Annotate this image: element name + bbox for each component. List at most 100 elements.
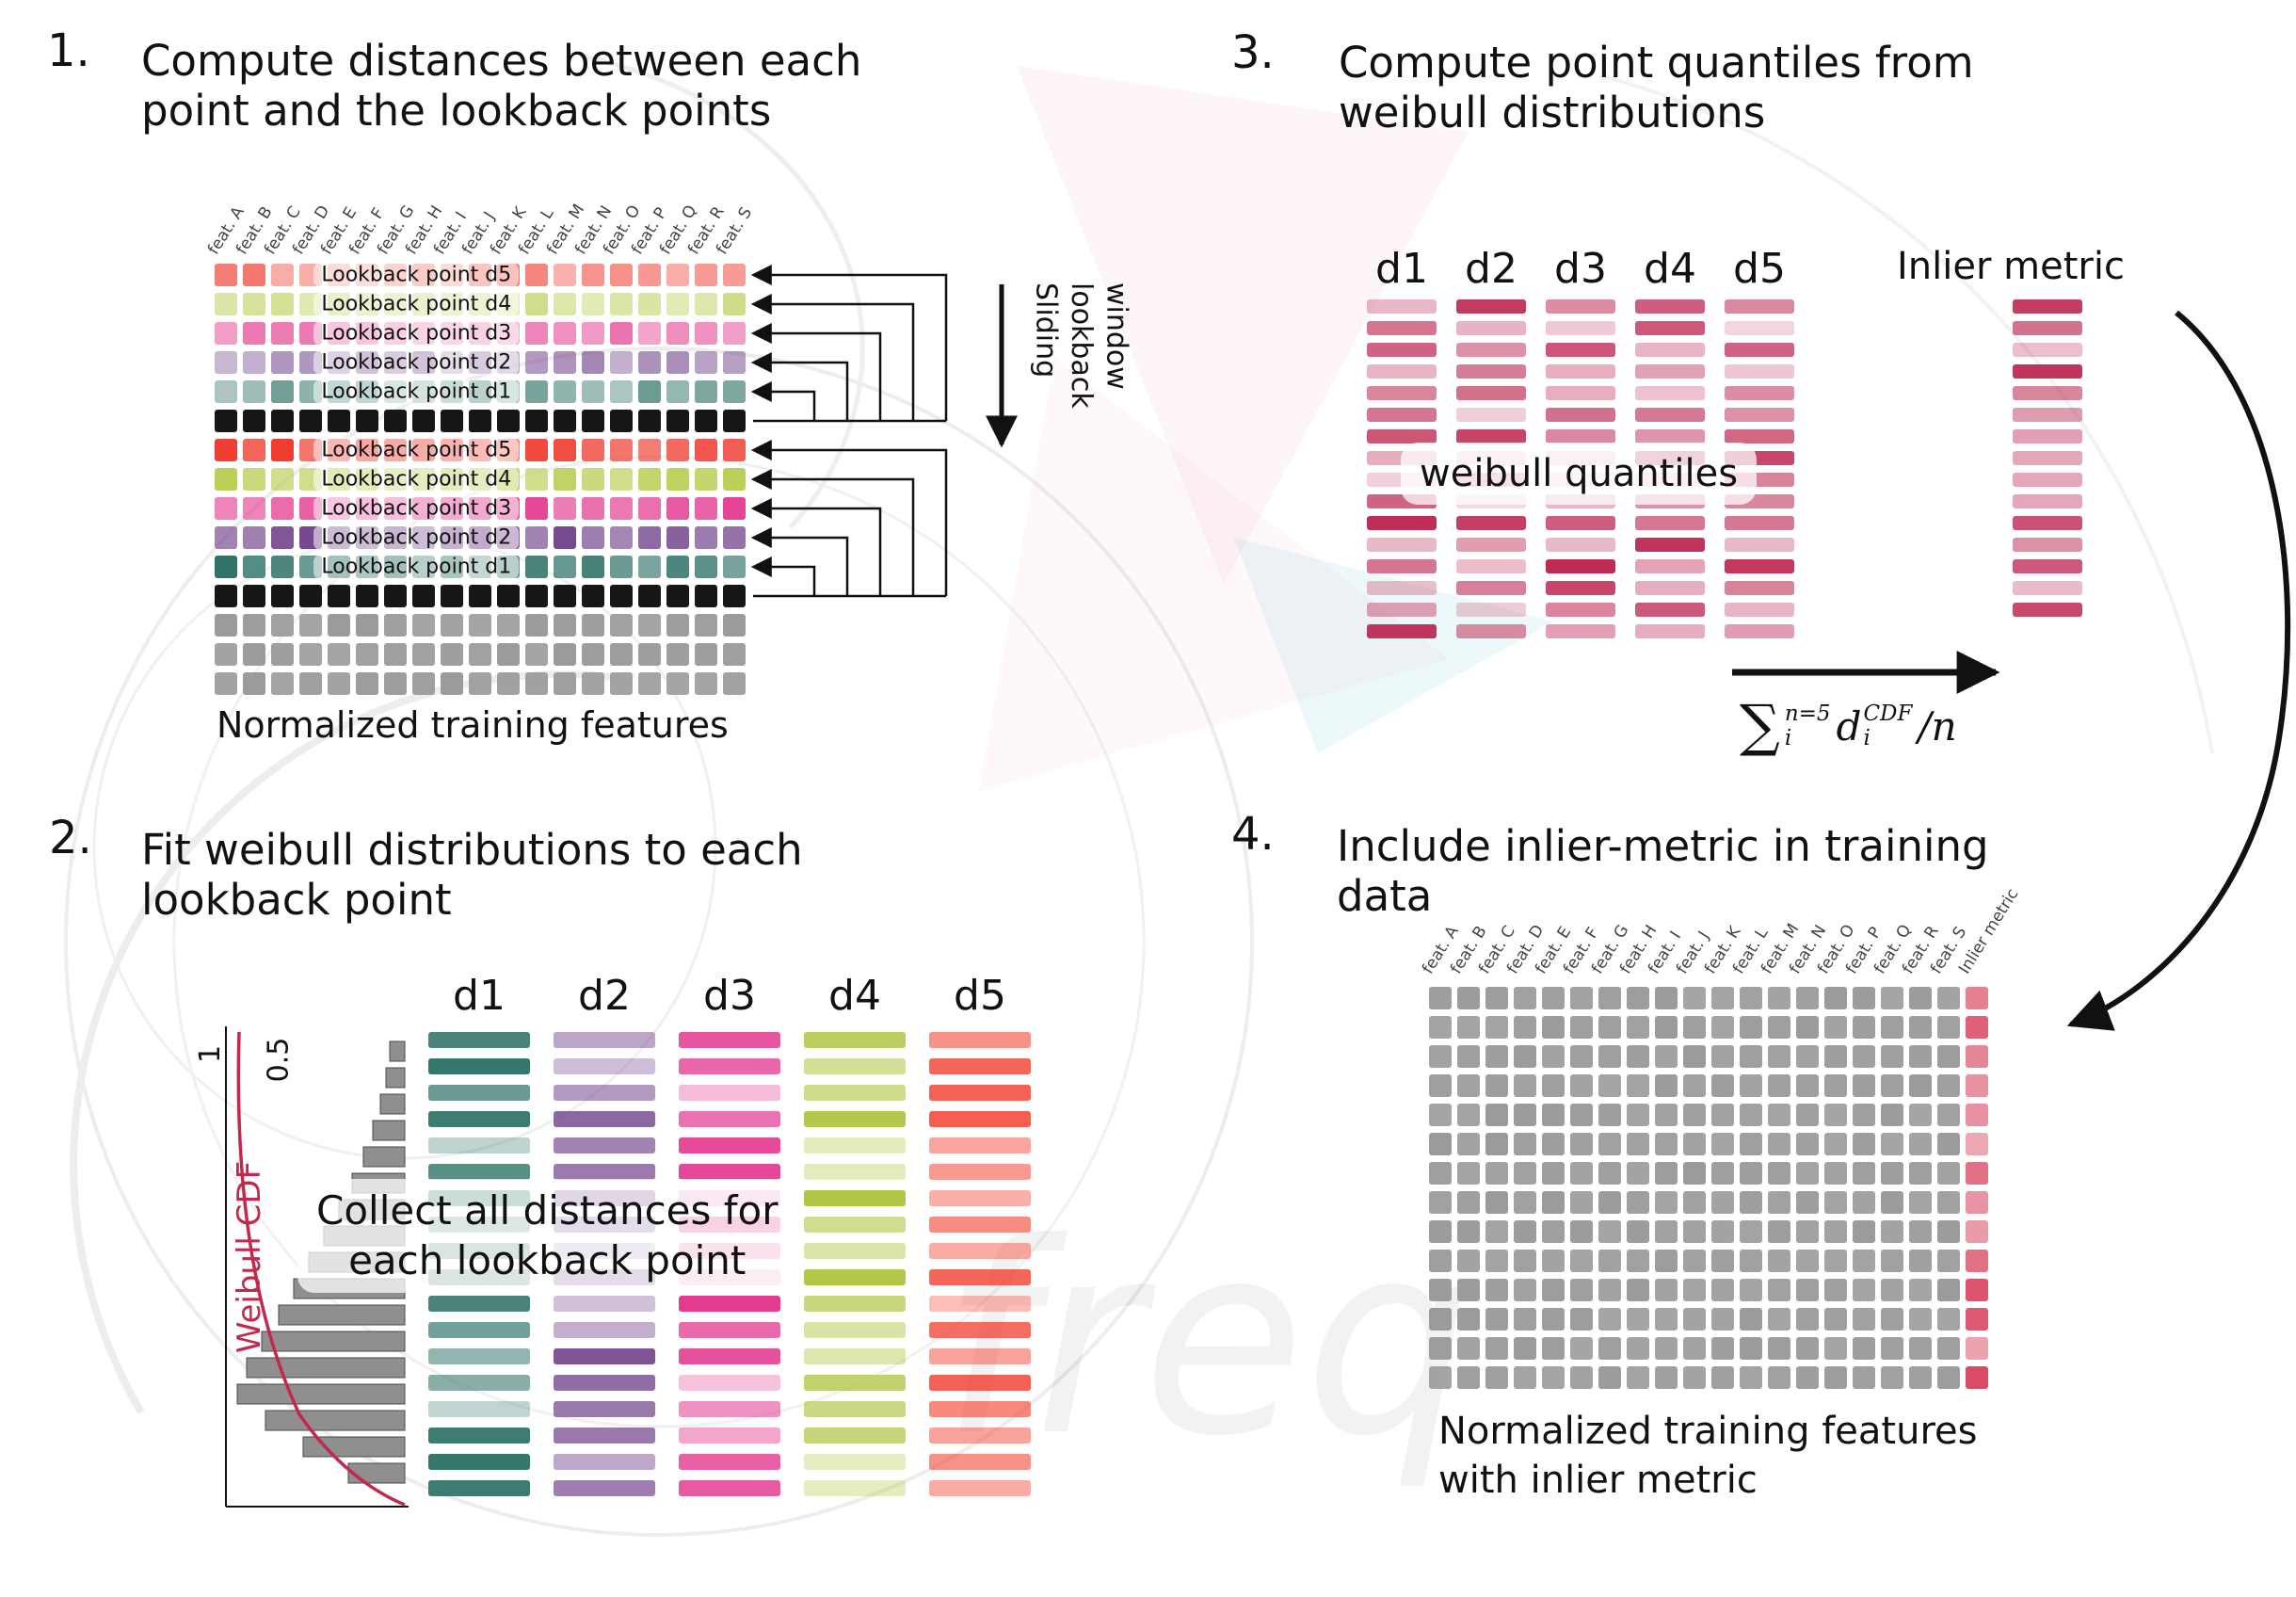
matrix-cell bbox=[1768, 1279, 1790, 1301]
step-1-title: Compute distances between each point and… bbox=[141, 36, 861, 136]
matrix-cell bbox=[1429, 1220, 1452, 1243]
step-3-title: Compute point quantiles from weibull dis… bbox=[1339, 38, 1974, 137]
matrix-cell bbox=[1542, 1191, 1565, 1214]
matrix-cell bbox=[215, 497, 237, 520]
matrix-cell bbox=[1598, 1337, 1621, 1360]
matrix-cell bbox=[610, 497, 633, 520]
matrix-cell bbox=[1937, 1045, 1960, 1068]
matrix-cell bbox=[1514, 1308, 1536, 1331]
step-4-title: Include inlier-metric in training data bbox=[1337, 821, 1989, 921]
matrix-cell bbox=[1966, 1162, 1988, 1185]
matrix-cell bbox=[525, 351, 548, 374]
matrix-cell bbox=[723, 293, 746, 315]
matrix-cell bbox=[1909, 1250, 1932, 1272]
matrix-cell bbox=[1966, 1191, 1988, 1214]
cdf-tick-05: 0.5 bbox=[262, 1037, 296, 1083]
matrix-cell bbox=[1909, 1191, 1932, 1214]
distance-bar bbox=[804, 1348, 906, 1364]
matrix-cell bbox=[666, 614, 689, 637]
matrix-cell bbox=[1966, 1250, 1988, 1272]
distance-bar bbox=[2013, 299, 2082, 314]
matrix-cell bbox=[582, 643, 604, 666]
histogram-bar bbox=[246, 1357, 406, 1379]
matrix-cell bbox=[1768, 1074, 1790, 1097]
matrix-cell bbox=[1853, 1220, 1875, 1243]
matrix-cell bbox=[1796, 1104, 1819, 1126]
matrix-cell bbox=[215, 264, 237, 286]
distance-column-label: d5 bbox=[954, 972, 1006, 1020]
matrix-cell bbox=[582, 585, 604, 607]
matrix-cell bbox=[554, 322, 576, 345]
matrix-cell bbox=[1683, 1191, 1706, 1214]
matrix-cell bbox=[441, 410, 463, 432]
matrix-cell bbox=[1937, 1366, 1960, 1389]
matrix-cell bbox=[1966, 1045, 1988, 1068]
matrix-cell bbox=[1824, 1104, 1847, 1126]
matrix-cell bbox=[1909, 1337, 1932, 1360]
distance-bar bbox=[1546, 343, 1615, 357]
matrix-cell bbox=[1570, 1366, 1593, 1389]
matrix-cell bbox=[1485, 1133, 1508, 1155]
matrix-cell bbox=[1966, 1337, 1988, 1360]
distance-bar bbox=[929, 1322, 1031, 1338]
matrix-cell bbox=[271, 614, 294, 637]
distance-bar bbox=[554, 1480, 655, 1496]
matrix-cell bbox=[610, 614, 633, 637]
matrix-cell bbox=[723, 439, 746, 461]
matrix-cell bbox=[695, 468, 717, 491]
matrix-cell bbox=[695, 556, 717, 578]
distance-bar bbox=[554, 1322, 655, 1338]
matrix-cell bbox=[666, 264, 689, 286]
distance-bar bbox=[1456, 538, 1526, 552]
matrix-cell bbox=[1966, 1104, 1988, 1126]
matrix-cell bbox=[666, 497, 689, 520]
matrix-cell bbox=[1711, 1045, 1734, 1068]
matrix-cell bbox=[1570, 1220, 1593, 1243]
matrix-cell bbox=[610, 672, 633, 695]
distance-arrows-block1 bbox=[750, 265, 948, 423]
matrix-cell bbox=[666, 585, 689, 607]
distance-bar bbox=[804, 1111, 906, 1127]
distance-bar bbox=[1367, 516, 1437, 530]
matrix-cell bbox=[1796, 1337, 1819, 1360]
matrix-cell bbox=[695, 410, 717, 432]
matrix-cell bbox=[1457, 1133, 1480, 1155]
matrix-cell bbox=[1683, 1133, 1706, 1155]
matrix-cell bbox=[1768, 1016, 1790, 1039]
distance-bar bbox=[1367, 603, 1437, 617]
matrix-cell bbox=[1598, 1133, 1621, 1155]
matrix-cell bbox=[1457, 1337, 1480, 1360]
histogram-bar bbox=[236, 1383, 406, 1405]
matrix-cell bbox=[497, 614, 520, 637]
matrix-cell bbox=[1881, 1104, 1903, 1126]
matrix-cell bbox=[1937, 1337, 1960, 1360]
matrix-cell bbox=[1768, 1104, 1790, 1126]
matrix-cell bbox=[1824, 1074, 1847, 1097]
matrix-cell bbox=[1909, 987, 1932, 1009]
matrix-cell bbox=[1937, 1104, 1960, 1126]
matrix-cell bbox=[215, 614, 237, 637]
matrix-cell bbox=[1429, 1279, 1452, 1301]
sliding-window-label: Sliding lookback window bbox=[1028, 282, 1134, 409]
panel4-caption: Normalized training features with inlier… bbox=[1438, 1407, 1977, 1505]
matrix-cell bbox=[1655, 1074, 1678, 1097]
distance-bar bbox=[1725, 408, 1794, 422]
distance-bar bbox=[1546, 624, 1615, 638]
matrix-cell bbox=[271, 439, 294, 461]
matrix-cell bbox=[243, 380, 265, 403]
distance-bar bbox=[1546, 429, 1615, 444]
matrix-cell bbox=[1711, 1220, 1734, 1243]
matrix-cell bbox=[723, 322, 746, 345]
distance-bar bbox=[1367, 624, 1437, 638]
matrix-cell bbox=[1768, 1250, 1790, 1272]
matrix-cell bbox=[1711, 987, 1734, 1009]
matrix-cell bbox=[1711, 1250, 1734, 1272]
collect-distances-note-line2: each lookback point bbox=[348, 1236, 747, 1283]
matrix-cell bbox=[1570, 1133, 1593, 1155]
distance-bar bbox=[804, 1164, 906, 1180]
matrix-cell bbox=[1683, 1074, 1706, 1097]
distance-column-label: d1 bbox=[1375, 245, 1428, 293]
matrix-cell bbox=[1542, 1250, 1565, 1272]
distance-bar bbox=[1635, 386, 1705, 400]
matrix-cell bbox=[638, 556, 661, 578]
